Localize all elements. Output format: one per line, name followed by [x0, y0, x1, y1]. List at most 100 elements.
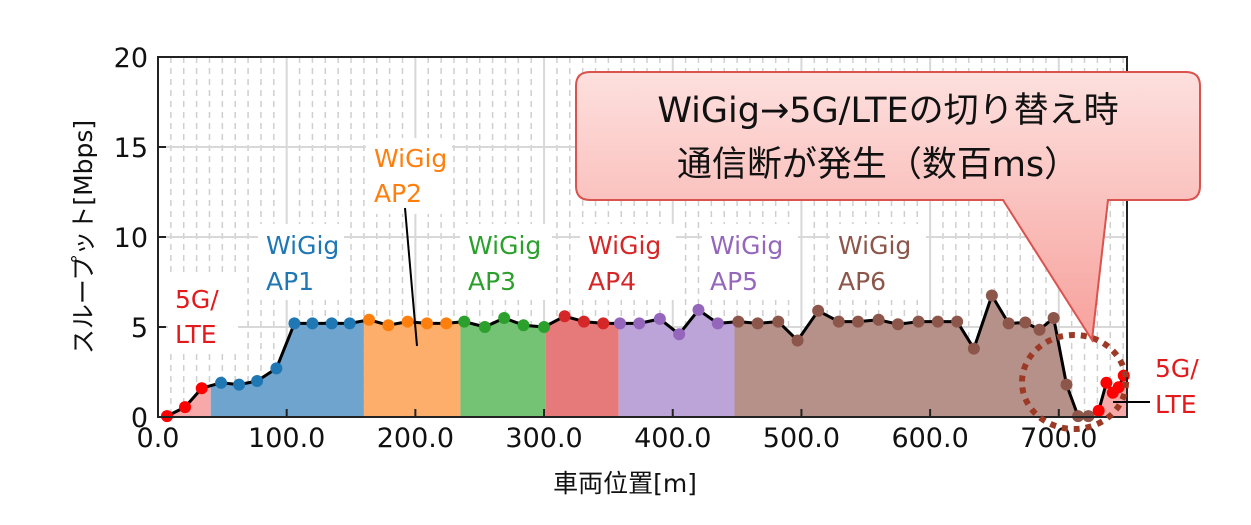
svg-text:LTE: LTE [175, 320, 217, 349]
data-point [382, 319, 395, 332]
ap2-pointer-line [404, 207, 418, 347]
area-fills [158, 295, 1127, 417]
y-tick-label: 5 [131, 313, 148, 344]
data-point [401, 315, 414, 328]
data-point [498, 312, 511, 324]
data-point [538, 321, 551, 333]
label-ap2: WiGig AP2 [366, 138, 452, 347]
data-point [1112, 381, 1125, 394]
x-tick-label: 200.0 [377, 423, 454, 454]
x-tick-label: 0.0 [137, 423, 180, 454]
data-point [791, 334, 804, 347]
y-tick-label: 20 [114, 43, 148, 74]
svg-text:AP4: AP4 [588, 267, 636, 296]
data-point [912, 315, 925, 328]
svg-text:5G/: 5G/ [175, 285, 219, 314]
data-point [891, 318, 904, 331]
label-5g-lte-left: 5G/ LTE [168, 276, 238, 352]
handover-highlight-ring [1019, 332, 1129, 432]
data-point [852, 315, 865, 328]
x-tick-label: 600.0 [891, 423, 968, 454]
data-point [985, 289, 998, 302]
data-point [1060, 378, 1073, 391]
label-ap3: WiGig AP3 [460, 224, 552, 300]
data-point [233, 378, 246, 391]
data-point [288, 317, 301, 330]
data-point [1033, 323, 1046, 336]
svg-text:AP3: AP3 [468, 267, 516, 296]
data-point [711, 317, 724, 330]
callout-line-1: WiGig→5G/LTEの切り替え時 [657, 91, 1118, 131]
data-point [363, 313, 376, 326]
label-ap4: WiGig AP4 [580, 224, 676, 300]
area-fill [734, 295, 1091, 417]
data-point [420, 317, 433, 330]
label-ap5: WiGig AP5 [702, 224, 798, 300]
x-tick-label: 700.0 [1020, 423, 1097, 454]
data-point [692, 303, 705, 316]
data-point [517, 319, 530, 332]
data-point [306, 317, 319, 330]
data-point [195, 382, 208, 395]
svg-text:WiGig: WiGig [374, 144, 447, 173]
x-tick-label: 100.0 [248, 423, 325, 454]
svg-text:AP2: AP2 [374, 179, 422, 208]
callout: WiGig→5G/LTEの切り替え時 通信断が発生（数百ms） [575, 71, 1201, 343]
data-point [343, 317, 356, 330]
data-point [732, 315, 745, 328]
area-fill [210, 320, 364, 417]
data-point [951, 315, 964, 328]
data-point [772, 315, 785, 328]
data-point [613, 317, 626, 330]
data-point [179, 401, 192, 414]
y-tick-label: 15 [114, 133, 148, 164]
data-point [751, 317, 764, 330]
svg-text:WiGig: WiGig [468, 231, 541, 260]
callout-line-2: 通信断が発生（数百ms） [677, 145, 1079, 185]
x-axis-label: 車両位置[m] [553, 469, 697, 498]
area-fill [363, 319, 461, 417]
data-point [872, 313, 885, 326]
data-point [251, 375, 264, 387]
y-tick-label: 0 [131, 403, 148, 434]
svg-text:WiGig: WiGig [710, 231, 783, 260]
data-point [1002, 317, 1015, 330]
svg-text:WiGig: WiGig [588, 231, 661, 260]
area-fill [545, 316, 619, 417]
svg-text:AP1: AP1 [266, 267, 314, 296]
svg-text:AP5: AP5 [710, 267, 758, 296]
label-5g-lte-right: 5G/ LTE [1113, 354, 1199, 419]
data-point [673, 328, 686, 341]
svg-text:WiGig: WiGig [266, 231, 339, 260]
data-point [832, 315, 845, 328]
y-axis-label: スループット[Mbps] [69, 120, 98, 354]
data-point [558, 310, 571, 323]
axis-ticks: 0.0 100.0 200.0 300.0 400.0 500.0 600.0 700.0 0 5… [114, 43, 1098, 454]
data-point [633, 317, 646, 330]
data-point [325, 317, 338, 330]
svg-text:5G/: 5G/ [1155, 354, 1199, 383]
data-point [653, 312, 666, 325]
data-point [1019, 316, 1032, 329]
data-point [812, 304, 825, 317]
x-tick-label: 300.0 [505, 423, 582, 454]
y-tick-label: 10 [114, 223, 148, 254]
data-point [931, 315, 944, 328]
data-point [215, 376, 228, 389]
x-tick-label: 500.0 [763, 423, 840, 454]
data-point [1047, 312, 1060, 324]
data-point [458, 315, 471, 328]
svg-text:WiGig: WiGig [838, 231, 911, 260]
svg-text:LTE: LTE [1155, 390, 1197, 419]
data-points [161, 289, 1130, 423]
x-tick-label: 400.0 [634, 423, 711, 454]
data-point [1092, 404, 1105, 417]
data-point [1100, 376, 1113, 389]
area-fill [618, 309, 735, 417]
data-point [967, 342, 980, 355]
label-ap1: WiGig AP1 [258, 224, 344, 300]
data-point [577, 315, 590, 328]
data-point [597, 317, 610, 330]
data-point [478, 321, 491, 333]
